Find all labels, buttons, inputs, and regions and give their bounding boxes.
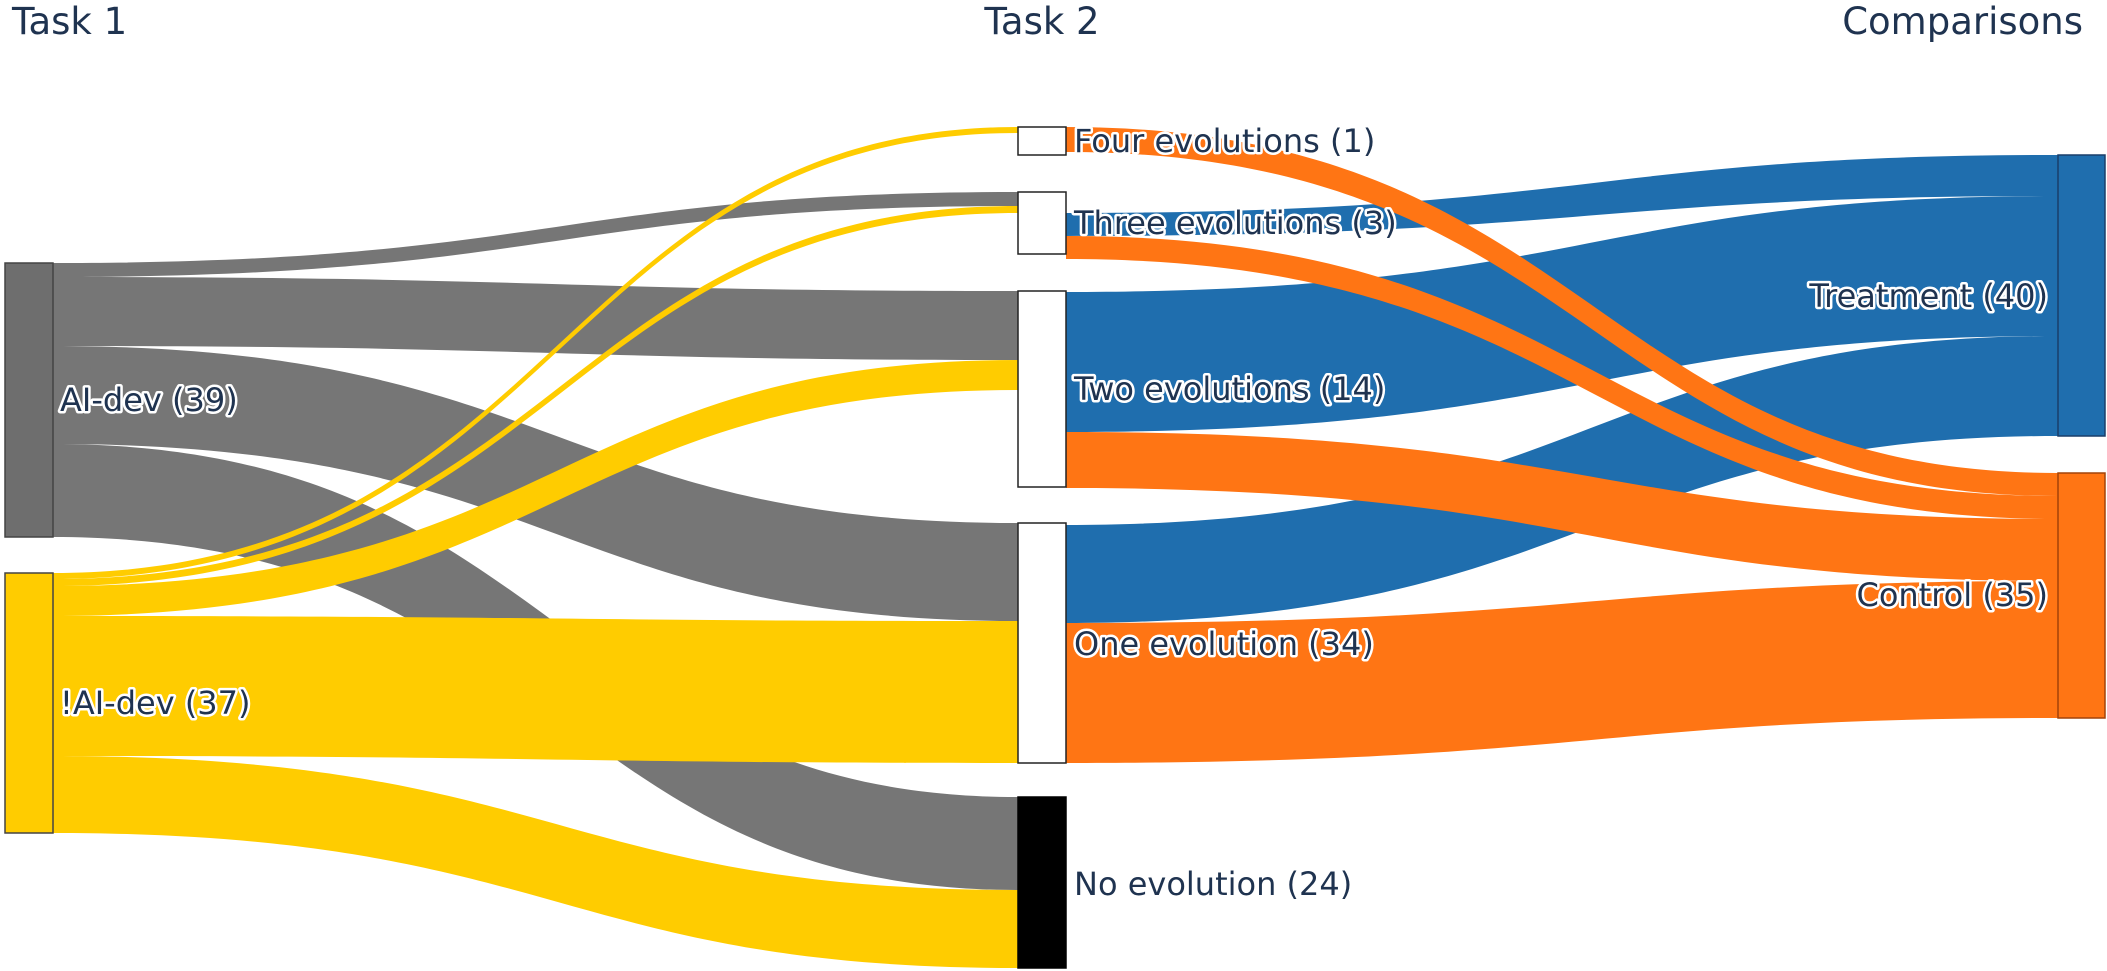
label-not-ai-dev: !AI-dev (37) [60, 684, 251, 722]
labels-layer: AI-dev (39) !AI-dev (37) Four evolutions… [58, 120, 2051, 906]
flow-not-ai-dev-to-one[interactable] [53, 616, 1018, 763]
node-no-evolution[interactable] [1017, 796, 1067, 969]
flow-one-to-control[interactable] [1066, 581, 2058, 763]
column-title-comparisons: Comparisons [1842, 0, 2083, 43]
label-four-evolutions: Four evolutions (1) [1074, 122, 1375, 160]
node-one-evolution[interactable] [1017, 522, 1067, 764]
flow-not-ai-dev-to-two[interactable] [53, 360, 1018, 616]
column-title-task2: Task 2 [983, 0, 1099, 43]
flows-layer [53, 127, 2058, 968]
flow-two-to-control[interactable] [1066, 432, 2058, 581]
flow-ai-dev-to-three[interactable] [53, 192, 1018, 277]
label-control: Control (35) [1856, 576, 2048, 614]
node-ai-dev[interactable] [4, 262, 54, 538]
node-three-evolutions[interactable] [1017, 191, 1067, 255]
node-control[interactable] [2057, 472, 2106, 719]
label-no-evolution: No evolution (24) [1074, 865, 1352, 903]
flow-three-to-treatment[interactable] [1066, 155, 2058, 236]
node-treatment[interactable] [2057, 154, 2106, 437]
nodes-layer [4, 126, 2106, 969]
column-title-task1: Task 1 [11, 0, 127, 43]
label-ai-dev: AI-dev (39) [60, 381, 238, 419]
flow-ai-dev-to-two[interactable] [53, 277, 1018, 360]
flow-two-to-treatment[interactable] [1066, 196, 2058, 432]
label-three-evolutions: Three evolutions (3) [1073, 204, 1397, 242]
label-treatment: Treatment (40) [1808, 277, 2048, 315]
node-two-evolutions[interactable] [1017, 290, 1067, 488]
node-not-ai-dev[interactable] [4, 572, 54, 834]
label-two-evolutions: Two evolutions (14) [1073, 370, 1385, 408]
label-one-evolution: One evolution (34) [1074, 625, 1374, 663]
flow-not-ai-dev-to-none[interactable] [53, 756, 1018, 968]
node-four-evolutions[interactable] [1017, 126, 1067, 156]
